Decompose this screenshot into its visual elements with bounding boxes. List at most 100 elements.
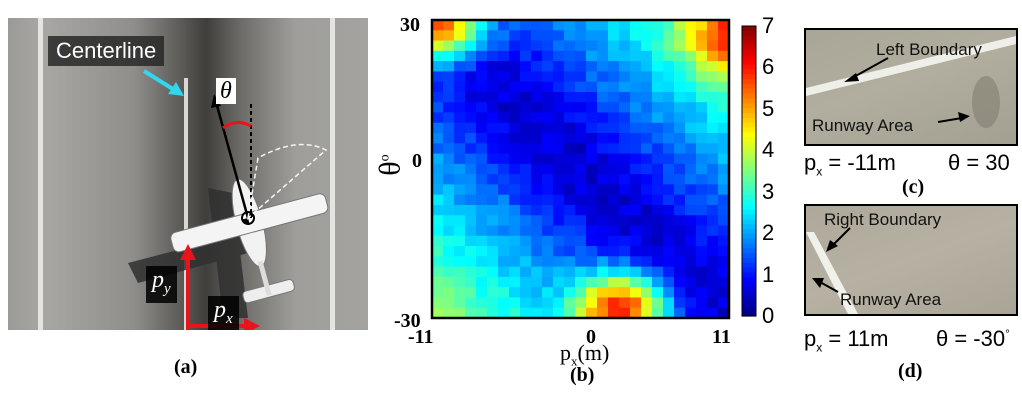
heatmap-cell (553, 112, 565, 124)
heatmap-cell (619, 30, 631, 42)
heatmap-cell (597, 40, 609, 52)
heatmap-cell (619, 266, 631, 278)
heatmap-cell (509, 153, 521, 165)
heatmap-cell (553, 40, 565, 52)
heatmap-cell (652, 50, 664, 62)
heatmap-cell (597, 235, 609, 247)
heatmap-cell (663, 276, 675, 288)
heatmap-cell (520, 143, 532, 155)
heatmap-cell (685, 174, 697, 186)
heatmap-cell (718, 307, 730, 319)
heatmap-cell (575, 30, 587, 42)
heatmap-cell (652, 20, 664, 31)
heatmap-cell (696, 133, 708, 144)
heatmap-cell (586, 20, 598, 31)
heatmap-cell (531, 225, 543, 237)
heatmap-cell (586, 266, 598, 278)
heatmap-cell (586, 184, 598, 196)
heatmap-cell (586, 194, 598, 206)
heatmap-cell (641, 122, 653, 134)
heatmap-cell (465, 215, 477, 227)
heatmap-cell (696, 71, 708, 83)
heatmap-cell (487, 307, 499, 319)
panel-c-runway-view: Left Boundary Runway Area (804, 28, 1018, 146)
heatmap-cell (454, 225, 466, 237)
heatmap-cell (619, 163, 631, 175)
heatmap-cell (696, 81, 708, 93)
colorbar-segment (742, 35, 756, 42)
heatmap-cell (509, 40, 521, 52)
heatmap-cell (707, 102, 719, 114)
heatmap-cell (432, 112, 444, 124)
heatmap-cell (685, 122, 697, 134)
heatmap-cell (674, 174, 686, 186)
heatmap-cell (718, 133, 730, 144)
heatmap-cell (432, 194, 444, 206)
heatmap-cell (608, 71, 620, 83)
heatmap-cell (663, 20, 675, 31)
heatmap-cell (531, 194, 543, 206)
heatmap-cell (652, 122, 664, 134)
heatmap-cell (641, 225, 653, 237)
heatmap-cell (630, 30, 642, 42)
heatmap-cell (619, 61, 631, 72)
heatmap-cell (487, 143, 499, 155)
heatmap-cell (707, 71, 719, 83)
heatmap-cell (553, 174, 565, 186)
heatmap-cell (498, 61, 510, 72)
heatmap-cell (553, 225, 565, 237)
heatmap-cell (696, 194, 708, 206)
heatmap-cell (619, 122, 631, 134)
heatmap-cell (652, 266, 664, 278)
heatmap-cell (553, 215, 565, 227)
heatmap-cell (531, 256, 543, 268)
heatmap-cell (487, 235, 499, 247)
heatmap-cell (575, 71, 587, 83)
heatmap-cell (454, 112, 466, 124)
heatmap-cell (608, 256, 620, 268)
heatmap-cell (619, 184, 631, 196)
heatmap-cell (586, 133, 598, 144)
heatmap-cell (652, 163, 664, 175)
heatmap-cell (487, 184, 499, 196)
heatmap-cell (597, 297, 609, 309)
heatmap-cell (707, 307, 719, 319)
heatmap-cell (542, 61, 554, 72)
heatmap-cell (476, 256, 488, 268)
heatmap-cell (696, 91, 708, 103)
heatmap-cell (674, 153, 686, 165)
heatmap-cell (619, 153, 631, 165)
heatmap-cell (432, 235, 444, 247)
heatmap-cell (619, 133, 631, 144)
heatmap-cell (509, 163, 521, 175)
heatmap-cell (641, 61, 653, 72)
colorbar-segment (742, 277, 756, 283)
heatmap-cell (718, 30, 730, 42)
runway-edge-line-left (38, 18, 43, 330)
heatmap-cell (443, 276, 455, 288)
heatmap-cell (443, 287, 455, 299)
heatmap-cell (685, 235, 697, 247)
heatmap-cell (707, 225, 719, 237)
heatmap-cell (531, 81, 543, 93)
heatmap-cell (663, 30, 675, 42)
x-tick-label: 0 (586, 326, 596, 348)
colorbar-segment (742, 243, 756, 249)
heatmap-cell (542, 194, 554, 206)
heatmap-cell (696, 40, 708, 52)
heatmap-cell (674, 276, 686, 288)
heatmap-cell (718, 297, 730, 309)
heatmap-cell (465, 307, 477, 319)
heatmap-cell (575, 112, 587, 124)
heatmap-cell (575, 297, 587, 309)
heatmap-cell (663, 287, 675, 299)
heatmap-cell (465, 256, 477, 268)
heatmap-cell (674, 184, 686, 196)
heatmap-cell (564, 40, 576, 52)
heatmap-cell (674, 20, 686, 31)
heatmap-cell (619, 204, 631, 216)
heatmap-cell (586, 215, 598, 227)
heatmap-cell (465, 163, 477, 175)
colorbar-tick-label: 5 (762, 95, 775, 121)
heatmap-cell (597, 112, 609, 124)
